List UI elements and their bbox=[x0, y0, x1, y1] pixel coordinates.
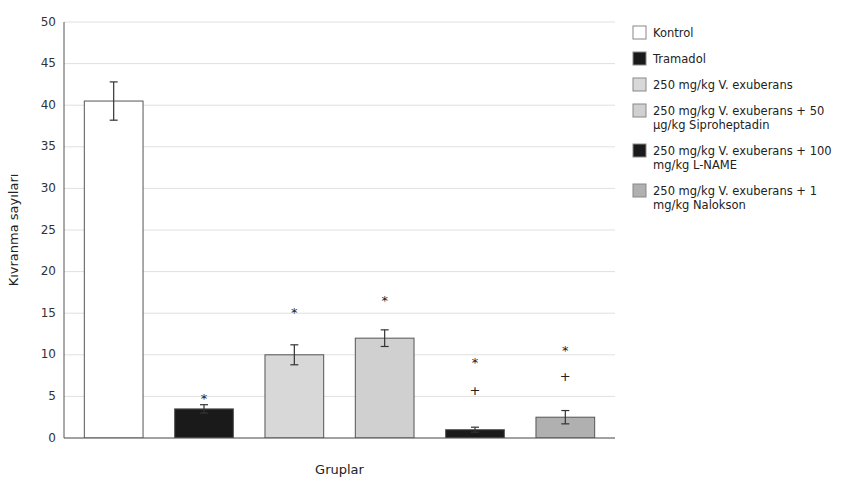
x-axis-label: Gruplar bbox=[315, 462, 364, 477]
bar bbox=[84, 101, 143, 438]
x-axis-line bbox=[64, 438, 615, 439]
legend-swatch bbox=[633, 52, 646, 65]
legend-label-line: 250 mg/kg V. exuberans + 1 bbox=[653, 184, 817, 198]
bar bbox=[175, 409, 234, 438]
error-bar bbox=[290, 345, 298, 365]
annotation: * bbox=[381, 293, 388, 308]
error-cap bbox=[381, 346, 389, 347]
chart: 0 5 10 15 20 25 30 35 40 45 50 * * * * + * + Kıvranma sayı… bbox=[0, 0, 865, 490]
legend-swatch bbox=[633, 104, 646, 117]
annotation: + bbox=[470, 383, 481, 398]
y-tick-label: 45 bbox=[41, 56, 56, 70]
error-cap bbox=[561, 410, 569, 411]
grid bbox=[64, 22, 615, 438]
annotation: * bbox=[201, 391, 208, 406]
y-tick-label: 50 bbox=[41, 15, 56, 29]
error-line bbox=[294, 345, 295, 365]
annotations: * * * * + * + bbox=[201, 293, 571, 406]
legend-label-line: mg/kg Nalokson bbox=[653, 198, 746, 212]
error-line bbox=[113, 82, 114, 120]
legend-swatch bbox=[633, 26, 646, 39]
legend-swatch bbox=[633, 78, 646, 91]
bar bbox=[265, 355, 324, 438]
annotation: + bbox=[560, 369, 571, 384]
y-tick-label: 40 bbox=[41, 98, 56, 112]
grid-line bbox=[64, 22, 615, 23]
error-line bbox=[384, 330, 385, 347]
legend-label-line: Kontrol bbox=[653, 26, 694, 40]
error-cap bbox=[290, 344, 298, 345]
grid-line bbox=[64, 105, 615, 106]
y-tick-label: 10 bbox=[41, 347, 56, 361]
y-tick-label: 15 bbox=[41, 306, 56, 320]
legend-label-line: mg/kg L-NAME bbox=[653, 158, 737, 172]
error-cap bbox=[290, 364, 298, 365]
legend-label-line: 250 mg/kg V. exuberans + 100 bbox=[653, 144, 832, 158]
y-axis-line bbox=[64, 22, 65, 438]
legend-label: 250 mg/kg V. exuberans + 50μg/kg Siprohe… bbox=[653, 104, 824, 132]
legend: Kontrol Tramadol 250 mg/kg V. exuberans 250… bbox=[633, 26, 832, 212]
error-cap bbox=[110, 120, 118, 121]
y-axis-label: Kıvranma sayıları bbox=[6, 174, 21, 287]
grid-line bbox=[64, 396, 615, 397]
y-tick-label: 0 bbox=[48, 431, 56, 445]
legend-swatch bbox=[633, 184, 646, 197]
grid-line bbox=[64, 354, 615, 355]
error-bar bbox=[381, 330, 389, 347]
grid-line bbox=[64, 230, 615, 231]
y-tick-label: 30 bbox=[41, 181, 56, 195]
error-line bbox=[474, 427, 475, 432]
y-tick-label: 20 bbox=[41, 264, 56, 278]
y-tick-label: 5 bbox=[48, 389, 56, 403]
y-tick-label: 35 bbox=[41, 139, 56, 153]
grid-line bbox=[64, 438, 615, 439]
legend-swatch bbox=[633, 144, 646, 157]
legend-label-line: 250 mg/kg V. exuberans + 50 bbox=[653, 104, 824, 118]
legend-label: 250 mg/kg V. exuberans bbox=[653, 78, 793, 92]
grid-line bbox=[64, 146, 615, 147]
error-bar bbox=[471, 427, 479, 432]
annotation: * bbox=[472, 355, 479, 370]
error-line bbox=[565, 411, 566, 424]
error-cap bbox=[200, 412, 208, 413]
error-cap bbox=[471, 427, 479, 428]
annotation: * bbox=[291, 305, 298, 320]
plot-area bbox=[84, 82, 594, 438]
grid-line bbox=[64, 313, 615, 314]
legend-label: Tramadol bbox=[652, 52, 706, 66]
error-bar bbox=[561, 411, 569, 424]
annotation: * bbox=[562, 343, 569, 358]
error-cap bbox=[110, 81, 118, 82]
legend-label-line: μg/kg Siproheptadin bbox=[653, 118, 769, 132]
legend-label-line: 250 mg/kg V. exuberans bbox=[653, 78, 793, 92]
legend-label: 250 mg/kg V. exuberans + 100mg/kg L-NAME bbox=[653, 144, 832, 172]
error-cap bbox=[381, 329, 389, 330]
error-cap bbox=[471, 432, 479, 433]
grid-line bbox=[64, 271, 615, 272]
legend-label-line: Tramadol bbox=[652, 52, 706, 66]
y-tick-label: 25 bbox=[41, 223, 56, 237]
error-cap bbox=[561, 423, 569, 424]
legend-label: Kontrol bbox=[653, 26, 694, 40]
chart-container: 0 5 10 15 20 25 30 35 40 45 50 * * * * + * + Kıvranma sayı… bbox=[0, 0, 865, 490]
grid-line bbox=[64, 188, 615, 189]
legend-label: 250 mg/kg V. exuberans + 1mg/kg Nalokson bbox=[653, 184, 817, 212]
grid-line bbox=[64, 63, 615, 64]
error-bar bbox=[110, 82, 118, 120]
bar bbox=[355, 338, 414, 438]
